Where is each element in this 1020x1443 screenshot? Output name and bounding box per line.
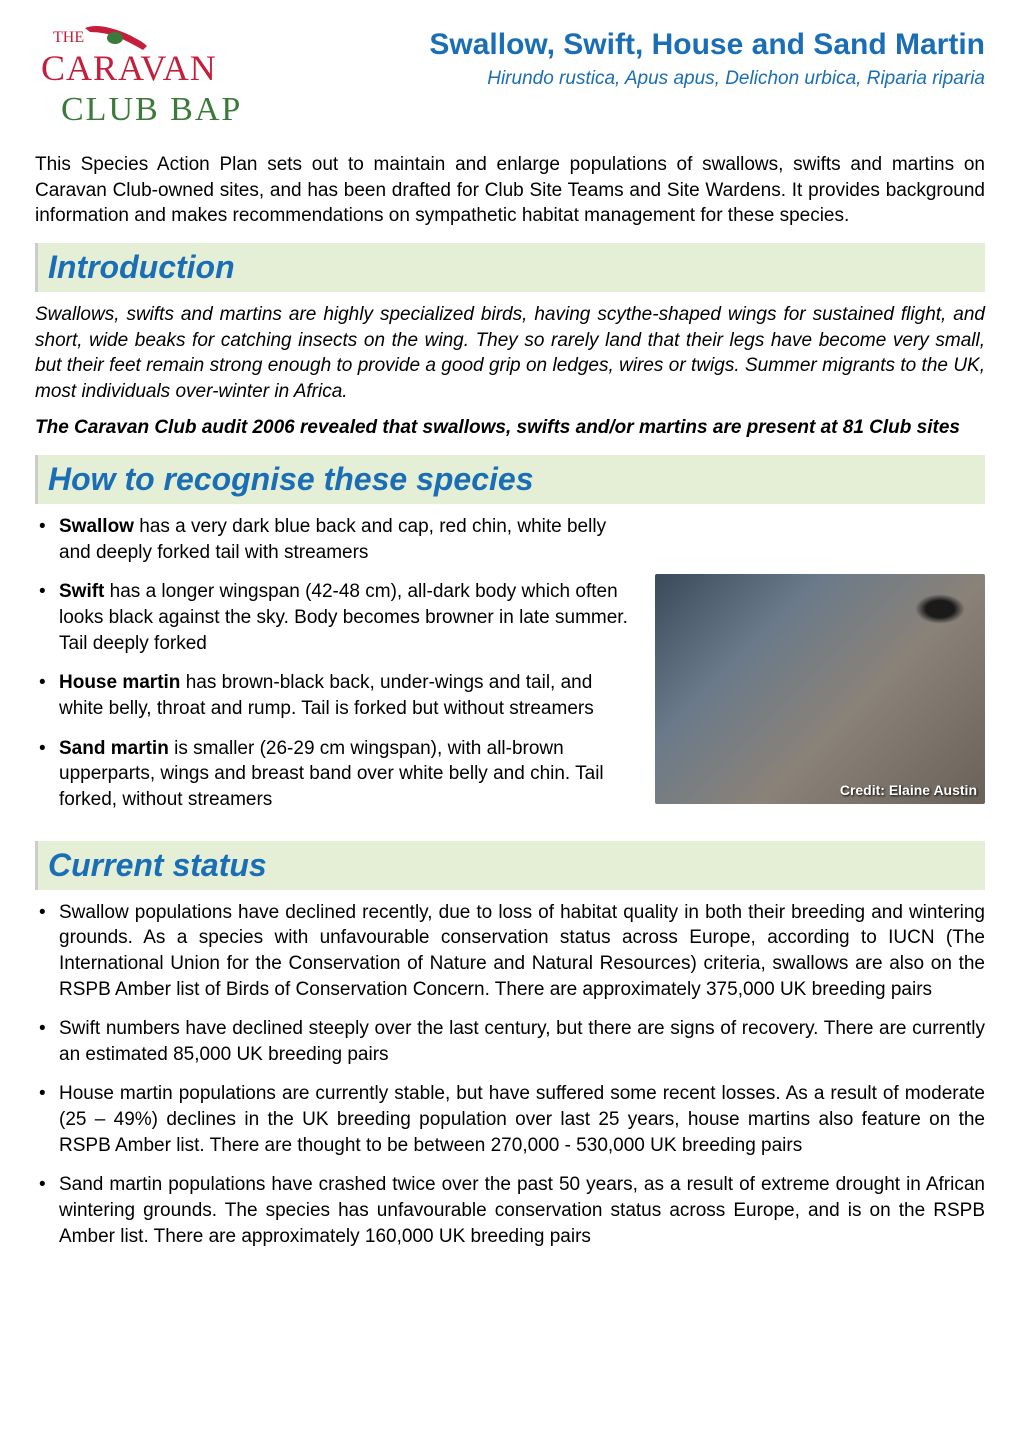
list-item: Sand martin populations have crashed twi…: [59, 1172, 985, 1249]
recognise-text-column: Swallow has a very dark blue back and ca…: [35, 514, 641, 826]
list-item: Sand martin is smaller (26-29 cm wingspa…: [59, 736, 641, 813]
logo-leaf-icon: [107, 32, 123, 44]
recognise-list: Swallow has a very dark blue back and ca…: [35, 514, 641, 812]
species-desc: has a longer wingspan (42-48 cm), all-da…: [59, 581, 628, 653]
caravan-club-bap-logo: THE CARAVAN CLUB BAP: [35, 20, 275, 140]
list-item: Swallow has a very dark blue back and ca…: [59, 514, 641, 565]
species-name: Sand martin: [59, 738, 169, 759]
status-list: Swallow populations have declined recent…: [35, 900, 985, 1250]
photo-credit: Credit: Elaine Austin: [840, 782, 977, 798]
logo-club-bap-text: CLUB BAP: [61, 91, 242, 128]
species-name: Swallow: [59, 516, 134, 537]
logo-caravan-text: CARAVAN: [41, 48, 217, 88]
header-text-block: Swallow, Swift, House and Sand Martin Hi…: [295, 20, 985, 90]
header-row: THE CARAVAN CLUB BAP Swallow, Swift, Hou…: [35, 20, 985, 140]
list-item: Swift has a longer wingspan (42-48 cm), …: [59, 579, 641, 656]
logo-the-text: THE: [53, 29, 84, 46]
latin-names: Hirundo rustica, Apus apus, Delichon urb…: [295, 68, 985, 90]
list-item: House martin populations are currently s…: [59, 1081, 985, 1158]
introduction-paragraph: Swallows, swifts and martins are highly …: [35, 302, 985, 405]
recognise-heading: How to recognise these species: [35, 455, 985, 504]
page-title: Swallow, Swift, House and Sand Martin: [295, 28, 985, 62]
recognise-content-wrap: Swallow has a very dark blue back and ca…: [35, 514, 985, 826]
species-name: House martin: [59, 672, 180, 693]
status-heading: Current status: [35, 841, 985, 890]
species-desc: has a very dark blue back and cap, red c…: [59, 516, 606, 563]
intro-paragraph: This Species Action Plan sets out to mai…: [35, 152, 985, 229]
list-item: Swallow populations have declined recent…: [59, 900, 985, 1003]
species-name: Swift: [59, 581, 104, 602]
audit-note: The Caravan Club audit 2006 revealed tha…: [35, 416, 985, 441]
introduction-heading: Introduction: [35, 243, 985, 292]
list-item: Swift numbers have declined steeply over…: [59, 1016, 985, 1067]
bird-nest-photo: Credit: Elaine Austin: [655, 574, 985, 804]
list-item: House martin has brown-black back, under…: [59, 670, 641, 721]
recognise-image-column: Credit: Elaine Austin: [655, 514, 985, 826]
